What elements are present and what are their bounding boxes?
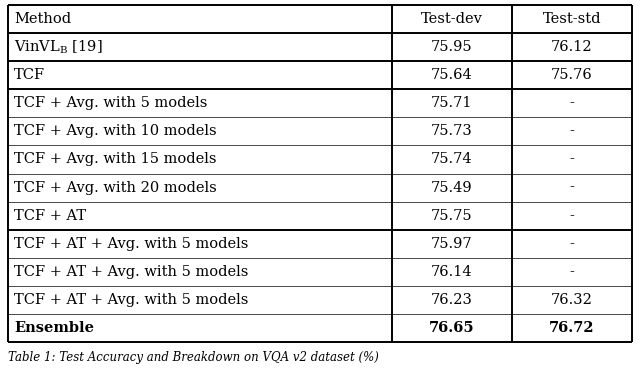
Text: Test-dev: Test-dev xyxy=(420,12,483,26)
Text: -: - xyxy=(570,152,574,166)
Text: TCF + AT + Avg. with 5 models: TCF + AT + Avg. with 5 models xyxy=(14,265,248,279)
Text: -: - xyxy=(570,209,574,223)
Text: TCF + Avg. with 10 models: TCF + Avg. with 10 models xyxy=(14,125,216,139)
Text: 75.76: 75.76 xyxy=(551,68,593,82)
Text: VinVL$_\mathregular{B}$ [19]: VinVL$_\mathregular{B}$ [19] xyxy=(14,38,102,56)
Text: 75.97: 75.97 xyxy=(431,237,472,251)
Text: 76.14: 76.14 xyxy=(431,265,472,279)
Text: 75.73: 75.73 xyxy=(431,125,472,139)
Text: TCF + Avg. with 15 models: TCF + Avg. with 15 models xyxy=(14,152,216,166)
Text: 75.49: 75.49 xyxy=(431,180,472,194)
Text: 75.64: 75.64 xyxy=(431,68,472,82)
Text: -: - xyxy=(570,237,574,251)
Text: 76.65: 76.65 xyxy=(429,321,474,335)
Text: Method: Method xyxy=(14,12,71,26)
Text: TCF + AT + Avg. with 5 models: TCF + AT + Avg. with 5 models xyxy=(14,237,248,251)
Text: -: - xyxy=(570,180,574,194)
Text: TCF + AT + Avg. with 5 models: TCF + AT + Avg. with 5 models xyxy=(14,293,248,307)
Text: Ensemble: Ensemble xyxy=(14,321,94,335)
Text: Test-std: Test-std xyxy=(543,12,601,26)
Text: -: - xyxy=(570,265,574,279)
Text: Table 1: Test Accuracy and Breakdown on VQA v2 dataset (%): Table 1: Test Accuracy and Breakdown on … xyxy=(8,352,379,364)
Text: 76.72: 76.72 xyxy=(549,321,595,335)
Text: -: - xyxy=(570,96,574,110)
Text: 75.74: 75.74 xyxy=(431,152,472,166)
Text: TCF: TCF xyxy=(14,68,45,82)
Text: TCF + AT: TCF + AT xyxy=(14,209,86,223)
Text: 76.32: 76.32 xyxy=(551,293,593,307)
Text: TCF + Avg. with 5 models: TCF + Avg. with 5 models xyxy=(14,96,207,110)
Text: 75.75: 75.75 xyxy=(431,209,472,223)
Text: 75.95: 75.95 xyxy=(431,40,472,54)
Text: 76.12: 76.12 xyxy=(551,40,593,54)
Text: 76.23: 76.23 xyxy=(431,293,472,307)
Text: TCF + Avg. with 20 models: TCF + Avg. with 20 models xyxy=(14,180,217,194)
Text: -: - xyxy=(570,125,574,139)
Text: 75.71: 75.71 xyxy=(431,96,472,110)
